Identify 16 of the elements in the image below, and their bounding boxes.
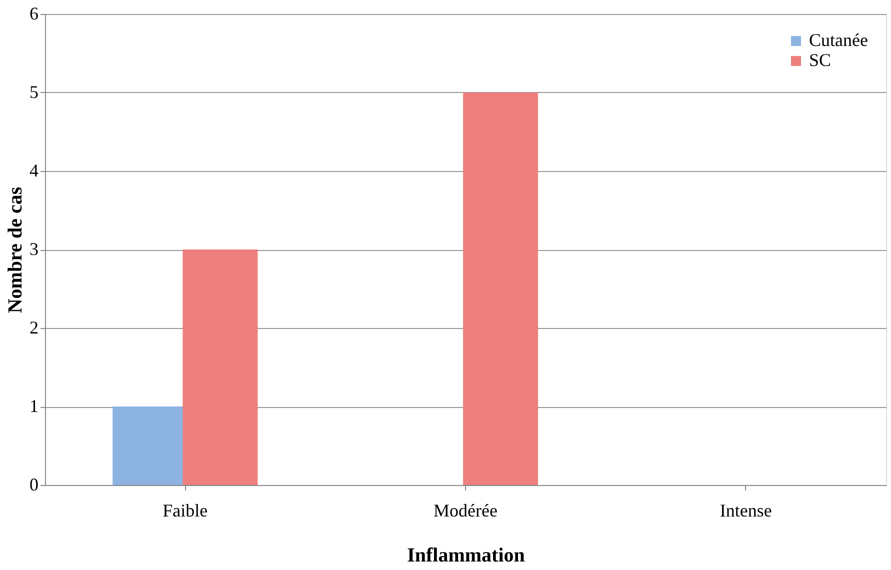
legend-label: Cutanée	[809, 30, 868, 50]
bar	[182, 250, 258, 485]
y-tick-label: 4	[30, 160, 38, 180]
y-tick-label: 2	[30, 318, 38, 338]
x-tick-label: Intense	[720, 500, 772, 520]
y-tick-label: 5	[30, 82, 38, 102]
x-tick-label: Faible	[162, 500, 208, 520]
y-axis-title: Nombre de cas	[4, 186, 26, 314]
bar	[463, 92, 538, 485]
y-tick-label: 3	[30, 239, 38, 259]
y-tick-label: 0	[30, 474, 38, 494]
x-tick-label: Modérée	[434, 500, 498, 520]
y-tick-label: 1	[30, 396, 38, 416]
y-tick-label: 6	[30, 4, 38, 24]
legend-label: SC	[809, 50, 832, 70]
x-axis-title: Inflammation	[407, 544, 525, 566]
